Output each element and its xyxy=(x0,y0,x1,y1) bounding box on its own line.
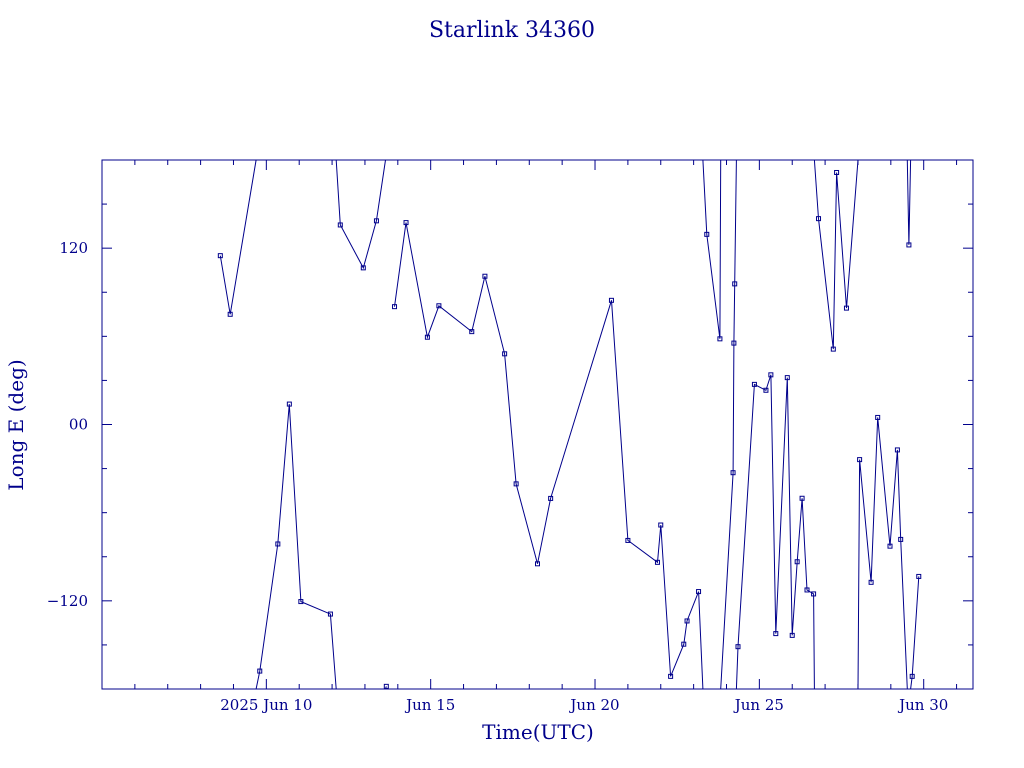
series-line xyxy=(394,222,704,690)
x-tick-label: Jun 15 xyxy=(404,696,455,714)
data-point xyxy=(535,561,540,567)
data-point xyxy=(768,372,774,378)
data-point xyxy=(731,340,737,346)
data-point xyxy=(717,336,723,342)
chart-title: Starlink 34360 xyxy=(429,18,595,43)
data-point xyxy=(681,641,687,647)
data-point xyxy=(830,346,836,352)
data-point xyxy=(834,169,840,175)
data-point xyxy=(704,231,710,237)
data-point xyxy=(327,611,333,617)
data-point xyxy=(513,481,519,487)
data-point xyxy=(227,311,233,317)
data-point xyxy=(217,253,223,259)
data-point xyxy=(608,297,614,303)
data-point xyxy=(799,495,805,501)
data-point xyxy=(403,220,409,226)
y-axis-label: Long E (deg) xyxy=(4,359,28,490)
data-point xyxy=(373,218,379,224)
x-tick-label: 2025 Jun 10 xyxy=(220,696,312,714)
y-tick-label: 120 xyxy=(59,239,88,257)
data-point xyxy=(436,303,442,309)
data-point xyxy=(794,559,800,565)
data-point xyxy=(298,599,304,605)
data-point xyxy=(392,304,398,310)
series-line xyxy=(857,417,908,690)
data-point xyxy=(502,351,508,357)
series-line xyxy=(735,374,815,690)
data-point xyxy=(668,673,674,679)
data-point xyxy=(337,222,343,228)
data-point xyxy=(658,522,664,528)
y-tick-label: −120 xyxy=(47,592,88,610)
series-line xyxy=(219,159,257,315)
data-point xyxy=(898,536,904,542)
data-point xyxy=(763,387,769,393)
series-line xyxy=(910,576,920,690)
data-point xyxy=(894,447,900,453)
data-point xyxy=(696,589,702,595)
data-point xyxy=(684,618,690,624)
data-point xyxy=(424,334,430,340)
plot-frame xyxy=(101,159,974,690)
data-point xyxy=(784,375,790,381)
data-point xyxy=(868,579,874,585)
data-point xyxy=(548,495,554,501)
x-tick-label: Jun 25 xyxy=(733,696,784,714)
data-point xyxy=(732,281,738,287)
data-point xyxy=(789,632,795,638)
series-line xyxy=(335,159,386,270)
data-point xyxy=(482,273,488,279)
data-point xyxy=(857,457,863,463)
data-point xyxy=(773,631,779,637)
data-lines xyxy=(219,159,920,690)
data-point xyxy=(469,329,475,335)
data-point xyxy=(275,541,281,547)
series-line xyxy=(255,404,337,690)
data-point xyxy=(875,414,881,420)
x-tick-label: Jun 20 xyxy=(568,696,619,714)
data-point xyxy=(257,668,263,674)
data-point xyxy=(811,591,817,597)
data-point xyxy=(286,401,292,407)
data-point xyxy=(383,683,389,689)
series-line xyxy=(702,159,722,339)
data-point xyxy=(916,573,922,579)
data-point xyxy=(751,381,757,387)
data-point xyxy=(360,265,366,271)
data-point xyxy=(843,305,849,311)
data-point xyxy=(735,644,741,650)
y-tick-labels: 120 00 −120 xyxy=(47,239,88,610)
series-line xyxy=(813,159,859,350)
data-points xyxy=(217,169,922,689)
data-point xyxy=(816,216,822,222)
data-point xyxy=(654,559,660,565)
axis-ticks xyxy=(101,160,973,689)
x-axis-label: Time(UTC) xyxy=(482,720,594,744)
x-tick-label: Jun 30 xyxy=(897,696,948,714)
data-point xyxy=(887,543,893,549)
y-tick-label: 00 xyxy=(69,416,88,434)
series-line xyxy=(720,159,737,690)
data-point xyxy=(730,470,736,476)
series-line xyxy=(906,159,912,245)
x-tick-labels: 2025 Jun 10 Jun 15 Jun 20 Jun 25 Jun 30 xyxy=(220,696,948,714)
data-point xyxy=(906,242,912,248)
data-point xyxy=(625,537,631,543)
data-point xyxy=(804,587,810,593)
data-point xyxy=(909,673,915,679)
